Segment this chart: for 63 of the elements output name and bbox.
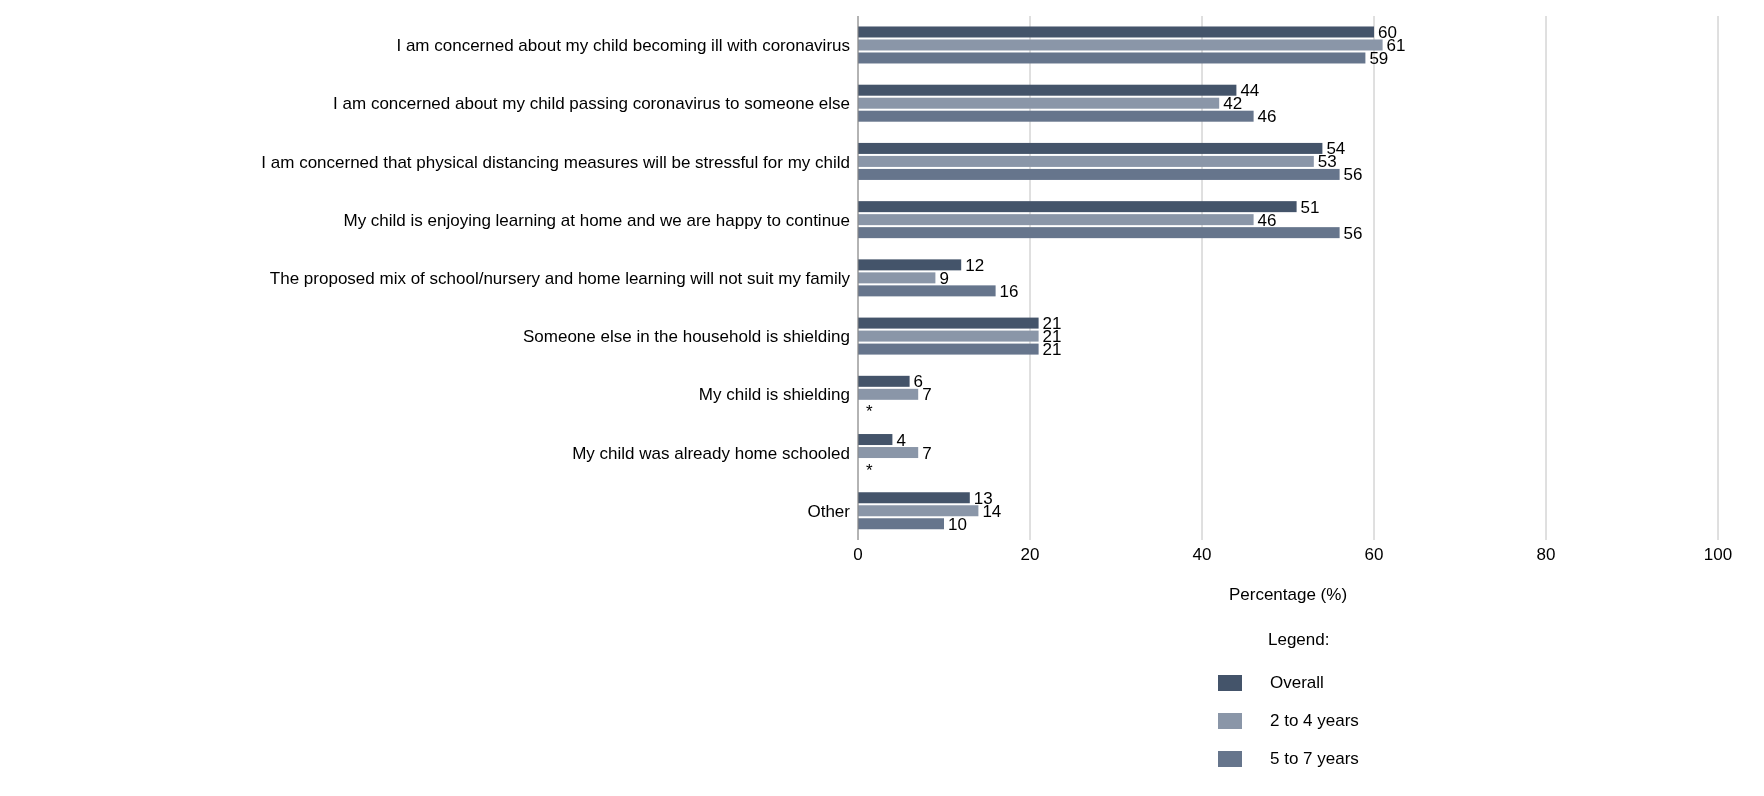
data-label: 10 [948,514,967,534]
text: * [866,402,873,422]
data-label: 46 [1257,107,1277,127]
bar [858,227,1340,239]
data-label: 7 [922,443,932,463]
legend-title: Legend: [1268,630,1331,650]
bar [858,447,919,459]
data-label: 4 [896,430,906,450]
y-tick-label: Other [807,501,851,521]
x-tick-label: 60 [1364,545,1384,565]
bar [858,52,1366,64]
bar [858,388,919,400]
x-tick-label: 40 [1192,545,1212,565]
data-label: 9 [939,268,949,288]
data-label: 16 [999,281,1019,301]
y-tick-label: I am concerned that physical distancing measures will be stressful for my child [261,152,850,172]
data-label: 56 [1343,165,1363,185]
y-tick-label: My child was already home schooled [572,443,850,463]
y-tick-label: The proposed mix of school/nursery and home learning will not suit my family [269,269,851,289]
x-axis-title: Percentage (%) [1228,585,1348,604]
bar [858,272,936,284]
bar [858,259,962,271]
bar [858,343,1039,355]
bar [858,317,1039,329]
data-label: 42 [1223,94,1243,114]
bar [858,434,893,446]
x-tick-label: 0 [853,545,863,565]
text: * [866,460,873,480]
bar [858,214,1254,226]
data-label: 12 [965,255,985,275]
data-label: 46 [1257,210,1277,230]
bar [858,155,1314,167]
legend-label: Overall [1270,673,1324,693]
y-tick-label: My child is enjoying learning at home and we are happy to continue [343,210,850,230]
bar [858,84,1237,96]
data-label: 59 [1369,48,1389,68]
y-tick-label: I am concerned about my child becoming ill with coronavirus [396,36,850,56]
legend-label: 5 to 7 years [1270,749,1359,769]
bar [858,97,1220,109]
y-tick-label: My child is shielding [698,385,850,405]
bar [858,26,1374,38]
bar [858,330,1039,342]
bar [858,375,910,387]
data-label: 44 [1240,81,1260,101]
bar [858,492,970,504]
bar [858,142,1323,154]
x-tick-label: 100 [1703,545,1733,565]
y-tick-label: Someone else in the household is shielding [522,327,850,347]
y-tick-label: I am concerned about my child passing coronavirus to someone else [333,94,850,114]
data-label: 6 [913,372,924,392]
bar [858,518,944,530]
bar [858,39,1383,51]
bar [858,285,996,297]
data-label: 51 [1300,197,1320,217]
data-label: 56 [1343,223,1363,243]
bar [858,168,1340,180]
data-label: 7 [922,385,932,405]
x-tick-label: 20 [1020,545,1040,565]
bar [858,201,1297,213]
legend-label: 2 to 4 years [1270,711,1359,731]
x-tick-label: 80 [1536,545,1556,565]
bar [858,110,1254,122]
bar [858,505,979,517]
